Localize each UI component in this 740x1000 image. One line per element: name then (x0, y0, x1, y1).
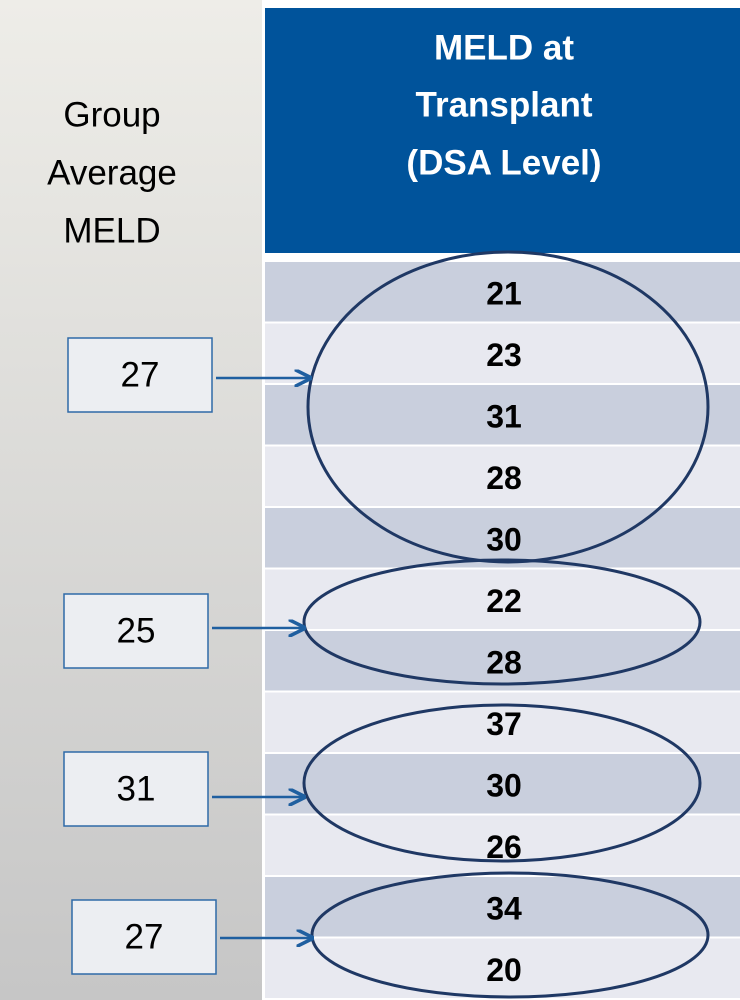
header-line: (DSA Level) (406, 143, 601, 182)
side-label-line: MELD (63, 211, 160, 250)
average-box (63, 593, 209, 669)
cell: 30 (486, 767, 522, 803)
header-line: Transplant (416, 85, 593, 124)
table-header (265, 8, 740, 253)
cell: 21 (486, 275, 522, 311)
cell: 34 (486, 890, 522, 926)
groups: 27 25 31 27 (63, 250, 710, 999)
table-rows: 21 23 31 28 30 22 28 37 30 26 34 20 (265, 262, 740, 998)
average-value: 31 (117, 769, 156, 808)
cell: 20 (486, 952, 522, 988)
group-ellipse (306, 250, 710, 564)
average-value: 25 (117, 611, 156, 650)
cell: 31 (486, 398, 522, 434)
side-label: Group Average MELD (47, 95, 177, 250)
average-value: 27 (121, 355, 160, 394)
cell: 26 (486, 829, 522, 865)
table-row (265, 692, 740, 752)
table-row (265, 877, 740, 937)
cell: 22 (486, 583, 522, 619)
cell: 23 (486, 337, 522, 373)
table-row (265, 508, 740, 568)
table-row (265, 569, 740, 629)
header-text: MELD at Transplant (DSA Level) (406, 28, 601, 182)
side-label-line: Group (63, 95, 160, 134)
table-row (265, 815, 740, 875)
average-box (63, 751, 209, 827)
group-ellipse (302, 703, 702, 863)
cell: 28 (486, 644, 522, 680)
average-value: 27 (125, 917, 164, 956)
header-line: MELD at (434, 28, 574, 67)
cell: 30 (486, 521, 522, 557)
average-box (67, 337, 213, 413)
table-row (265, 754, 740, 814)
average-box (71, 899, 217, 975)
side-label-line: Average (47, 153, 177, 192)
table-row (265, 262, 740, 322)
cell: 37 (486, 706, 522, 742)
cell: 28 (486, 460, 522, 496)
table-row (265, 323, 740, 383)
table-row (265, 385, 740, 445)
